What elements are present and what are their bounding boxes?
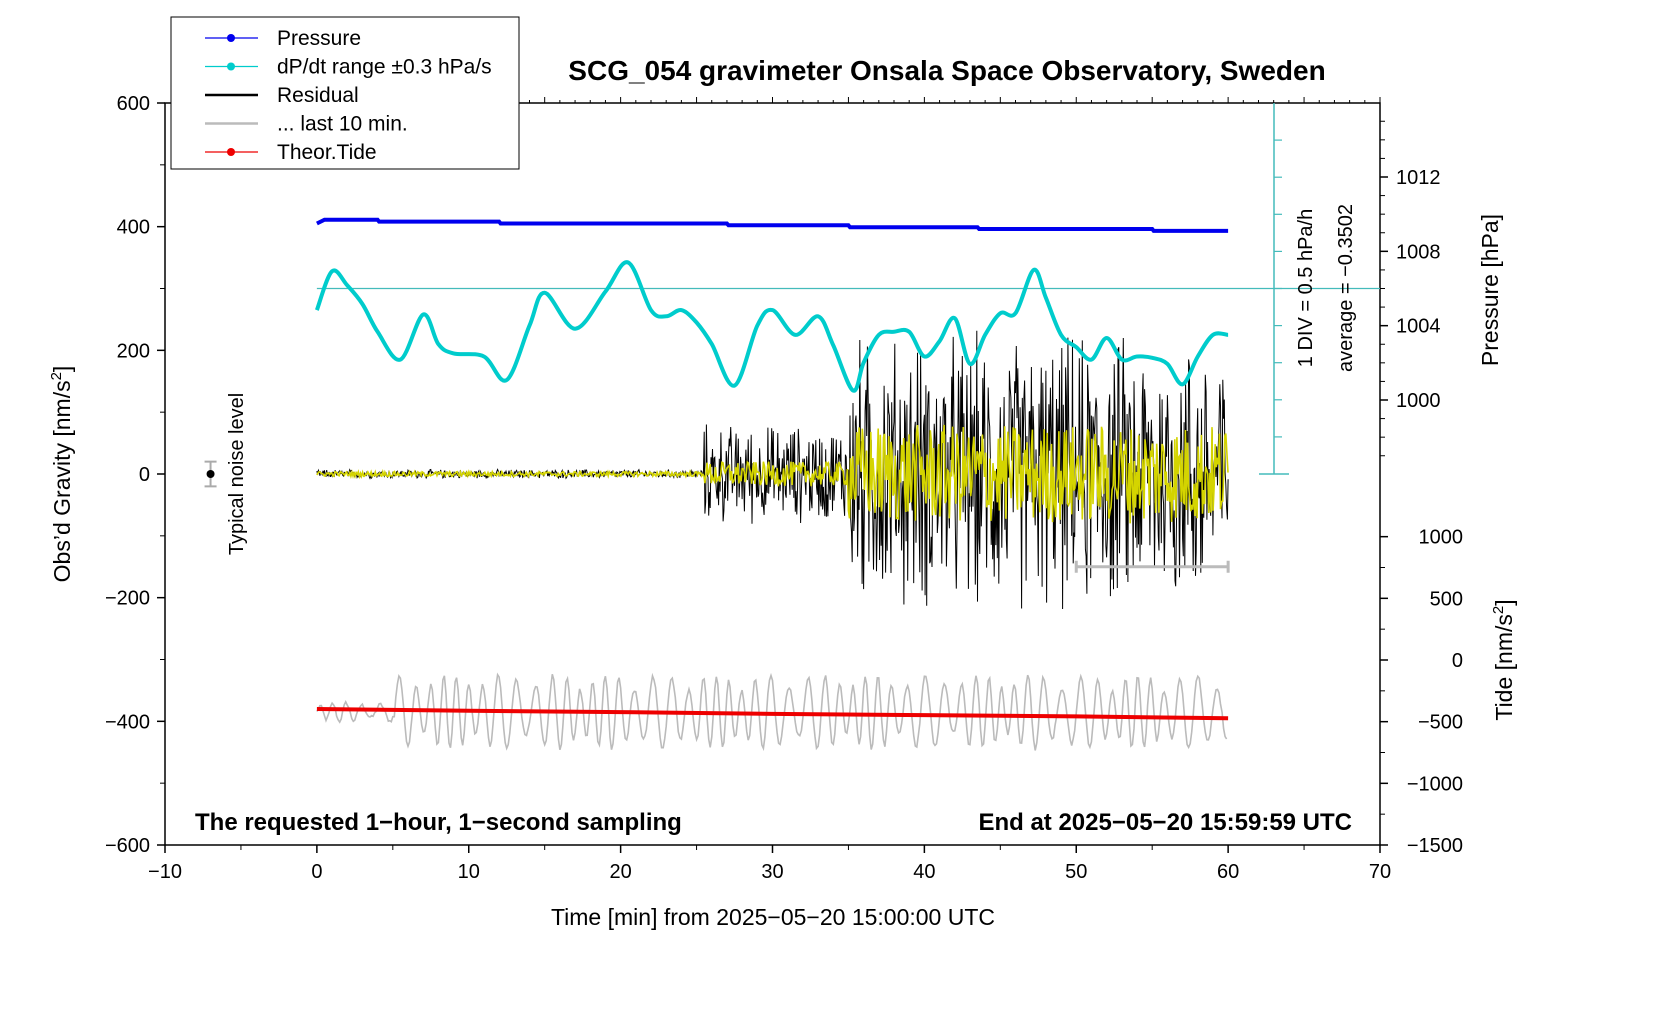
dpdt-average-label: average = −0.3502	[1335, 204, 1357, 372]
series-last-10-min	[316, 672, 1228, 752]
x-tick-label: 30	[761, 861, 783, 883]
x-tick-label: 60	[1217, 861, 1239, 883]
x-tick-label: 20	[610, 861, 632, 883]
tide-title-end: ]	[1491, 599, 1517, 605]
pressure-tick-label: 1000	[1396, 390, 1441, 412]
series-pressure	[316, 217, 1229, 233]
noise-label: Typical noise level	[226, 393, 248, 555]
pressure-tick-label: 1004	[1396, 316, 1441, 338]
annotation-end-time: End at 2025−05−20 15:59:59 UTC	[978, 809, 1352, 836]
series-group	[314, 217, 1230, 752]
tide-tick-label: 1000	[1419, 527, 1464, 549]
y-left-tick-label: −400	[105, 711, 150, 733]
legend-swatch-marker	[227, 34, 235, 42]
series-dpdt	[314, 260, 1229, 393]
legend: Pressure dP/dt range ±0.3 hPa/s Residual..…	[170, 16, 520, 170]
pressure-axis-title: Pressure [hPa]	[1477, 214, 1503, 366]
chart-title: SCG_054 gravimeter Onsala Space Observat…	[568, 55, 1325, 86]
legend-entry: dP/dt range ±0.3 hPa/s	[205, 56, 492, 79]
y-left-title-sup: 2	[48, 372, 65, 380]
y-left-tick-label: 0	[139, 464, 150, 486]
tide-axis-title: Tide [nm/s2]	[1490, 599, 1517, 720]
y-axis-left-title: Obs’d Gravity [nm/s2]	[48, 366, 75, 583]
legend-entry: Theor.Tide	[205, 141, 377, 164]
tide-tick-label: 0	[1452, 650, 1463, 672]
legend-entry: Residual	[205, 84, 359, 107]
tide-tick-label: −1500	[1407, 835, 1463, 857]
series-theor-tide	[316, 707, 1229, 721]
tide-title-sup: 2	[1490, 606, 1507, 614]
dpdt-scale-bar	[316, 103, 1380, 475]
legend-label: Pressure	[277, 27, 361, 50]
legend-label: ... last 10 min.	[277, 113, 408, 136]
legend-label: dP/dt range ±0.3 hPa/s	[277, 56, 492, 79]
y-left-tick-label: 600	[117, 93, 150, 115]
top-axis-ticks	[529, 97, 1381, 103]
noise-dot	[206, 470, 215, 478]
x-tick-label: 40	[913, 861, 935, 883]
legend-entry: Pressure	[205, 27, 361, 50]
x-tick-label: 10	[458, 861, 480, 883]
tide-tick-label: −500	[1418, 712, 1463, 734]
pressure-tick-label: 1008	[1396, 241, 1441, 263]
legend-label: Residual	[277, 84, 359, 107]
y-left-tick-label: −600	[105, 835, 150, 857]
tide-tick-label: −1000	[1407, 773, 1463, 795]
dpdt-div-label: 1 DIV = 0.5 hPa/h	[1295, 209, 1317, 367]
pressure-axis: 1012 1008 1004 1000	[1380, 120, 1441, 457]
tide-tick-label: 500	[1430, 588, 1463, 610]
y-axis-left: 600 400 200 0 −200 −400 −600	[105, 93, 165, 857]
y-left-tick-label: −200	[105, 588, 150, 610]
series-residual-filtered	[316, 424, 1229, 524]
x-tick-label: 70	[1369, 861, 1391, 883]
x-axis-title: Time [min] from 2025−05−20 15:00:00 UTC	[551, 904, 995, 930]
legend-swatch-marker	[227, 148, 235, 156]
x-tick-label: −10	[148, 861, 182, 883]
y-left-title-end: ]	[49, 366, 75, 372]
annotation-sampling: The requested 1−hour, 1−second sampling	[195, 809, 682, 836]
pressure-tick-label: 1012	[1396, 167, 1441, 189]
x-tick-label: 50	[1065, 861, 1087, 883]
y-left-tick-label: 400	[117, 217, 150, 239]
legend-box	[170, 16, 520, 170]
y-left-title-main: Obs’d Gravity [nm/s	[49, 380, 75, 582]
noise-marker	[204, 460, 217, 488]
x-tick-label: 0	[311, 861, 322, 883]
legend-swatch-marker	[227, 62, 235, 71]
tide-axis: 1000 500 0 −500 −1000 −1500	[1380, 527, 1463, 857]
x-axis: −10 0 10 20 30 40 50 60 70	[148, 845, 1391, 883]
y-left-tick-label: 200	[117, 340, 150, 362]
legend-entry: ... last 10 min.	[205, 113, 408, 136]
legend-label: Theor.Tide	[277, 141, 377, 164]
tide-title-main: Tide [nm/s	[1491, 614, 1517, 721]
